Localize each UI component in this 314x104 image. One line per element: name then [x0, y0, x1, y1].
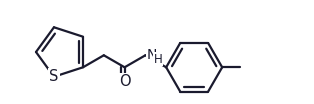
Text: H: H [154, 53, 163, 66]
Text: O: O [119, 74, 130, 89]
Text: N: N [146, 48, 157, 62]
Text: S: S [49, 69, 59, 84]
